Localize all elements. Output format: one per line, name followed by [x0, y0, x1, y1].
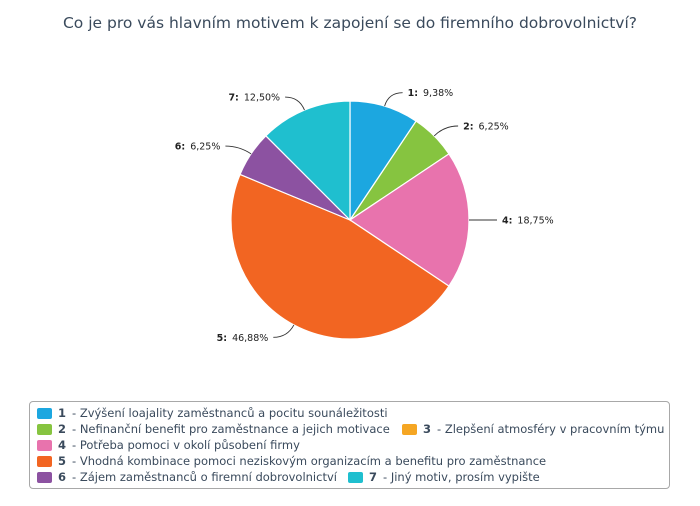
legend-swatch-5	[37, 455, 52, 467]
legend-number-4: 4	[58, 438, 67, 452]
pie-slice-4[interactable]	[348, 153, 470, 287]
pie-chart: 1: 9,38% 2: 6,25% 4: 18,75% 5: 46,88% 6: 6,25% 7: 1…	[175, 88, 554, 344]
legend-swatch-6	[37, 471, 52, 483]
legend-text-1: - Zvýšení loajality zaměstnanců a pocitu…	[72, 406, 388, 420]
data-label-2: 2: 6,25%	[463, 122, 509, 133]
legend-swatch-2	[37, 423, 52, 435]
data-label-7: 7: 12,50%	[228, 93, 280, 104]
legend-item-4[interactable]: 4 - Potřeba pomoci v okolí působení firmy	[37, 438, 300, 452]
legend-text-7: - Jiný motiv, prosím vypište	[383, 470, 540, 484]
legend-item-6[interactable]: 6 - Zájem zaměstnanců o firemní dobrovoln…	[37, 470, 337, 484]
legend-text-3: - Zlepšení atmosféry v pracovním týmu	[437, 422, 665, 436]
legend-number-2: 2	[58, 422, 67, 436]
chart-title: Co je pro vás hlavním motivem k zapojení…	[62, 14, 638, 32]
leader-line-2	[433, 125, 459, 137]
legend-swatch-4	[37, 439, 52, 451]
legend-text-4: - Potřeba pomoci v okolí působení firmy	[72, 438, 300, 452]
pie-slice-7[interactable]	[265, 100, 351, 222]
leader-line-6	[225, 145, 252, 155]
data-label-5: 5: 46,88%	[217, 333, 269, 344]
data-label-4: 4: 18,75%	[502, 216, 554, 227]
legend-item-5[interactable]: 5 - Vhodná kombinace pomoci neziskovým or…	[37, 454, 546, 468]
leader-line-1	[384, 92, 403, 107]
legend-item-3[interactable]: 3 - Zlepšení atmosféry v pracovním týmu	[402, 422, 664, 436]
legend-text-6: - Zájem zaměstnanců o firemní dobrovolni…	[72, 470, 337, 484]
legend-text-5: - Vhodná kombinace pomoci neziskovým org…	[72, 454, 547, 468]
legend-number-6: 6	[58, 470, 67, 484]
pie-slice-5[interactable]	[230, 173, 450, 340]
leader-line-5	[273, 324, 295, 338]
legend-number-3: 3	[423, 422, 432, 436]
legend-number-7: 7	[369, 470, 378, 484]
data-label-1: 1: 9,38%	[408, 88, 454, 99]
leader-line-7	[285, 96, 305, 111]
legend-number-5: 5	[58, 454, 67, 468]
legend-text-2: - Nefinanční benefit pro zaměstnance a j…	[72, 422, 390, 436]
legend-swatch-3	[402, 423, 417, 435]
legend-item-1[interactable]: 1 - Zvýšení loajality zaměstnanců a pocit…	[37, 406, 388, 420]
data-label-6: 6: 6,25%	[175, 142, 221, 153]
legend-item-7[interactable]: 7 - Jiný motiv, prosím vypište	[348, 470, 540, 484]
legend-swatch-7	[348, 471, 363, 483]
legend-swatch-1	[37, 407, 52, 419]
legend-item-2[interactable]: 2 - Nefinanční benefit pro zaměstnance a …	[37, 422, 390, 436]
legend: 1 - Zvýšení loajality zaměstnanců a pocit…	[29, 401, 670, 489]
legend-number-1: 1	[58, 406, 67, 420]
